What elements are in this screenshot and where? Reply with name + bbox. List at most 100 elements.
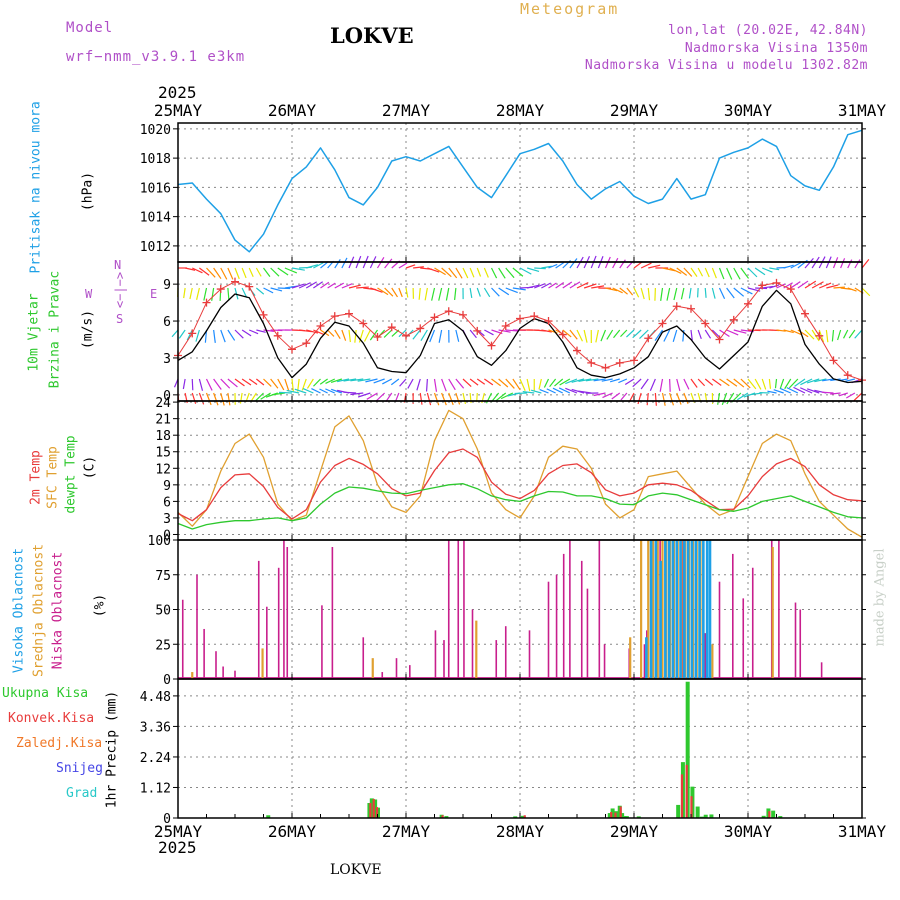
wind-arrow bbox=[861, 258, 870, 269]
wind-arrow bbox=[241, 378, 252, 386]
wind-arrow bbox=[239, 392, 243, 404]
wind-arrow bbox=[255, 392, 264, 402]
wind-arrow bbox=[433, 392, 440, 406]
precip-bar bbox=[771, 810, 776, 818]
ytick-label: 15 bbox=[155, 446, 171, 461]
wind-arrow bbox=[373, 378, 385, 384]
wind-arrow bbox=[356, 286, 369, 289]
gust-marker bbox=[758, 281, 767, 290]
wind-arrow bbox=[270, 287, 283, 292]
wind-arrow bbox=[519, 267, 532, 275]
ytick-label: 6 bbox=[163, 315, 171, 330]
wind-arrow bbox=[354, 329, 357, 343]
wind-arrow bbox=[336, 378, 350, 383]
wind-arrow bbox=[298, 282, 311, 289]
wind-arrow bbox=[297, 378, 300, 392]
gust-marker bbox=[373, 333, 382, 342]
wind-arrow bbox=[476, 287, 481, 297]
wind-arrow bbox=[272, 392, 285, 396]
wind-arrow bbox=[632, 329, 642, 339]
wind-arrow bbox=[646, 392, 649, 406]
gust-marker bbox=[330, 312, 339, 321]
wind-arrow bbox=[669, 267, 682, 274]
wind-arrow bbox=[227, 378, 238, 388]
wind-arrow bbox=[799, 387, 813, 394]
wind-arrow bbox=[534, 283, 546, 289]
wind-arrow bbox=[565, 387, 578, 394]
wind-arrow bbox=[726, 392, 735, 405]
wind-arrow bbox=[227, 287, 230, 301]
precip-ice-title: Zaledj.Kisa bbox=[16, 736, 103, 751]
wind-arrow bbox=[291, 283, 305, 289]
wind-arrow bbox=[673, 287, 678, 301]
wind-arrow bbox=[330, 388, 343, 394]
wind-arrow bbox=[270, 267, 280, 277]
wind-arrow bbox=[512, 378, 521, 391]
wind-arrow bbox=[659, 378, 664, 392]
wind-arrow bbox=[531, 389, 542, 394]
wind-arrow bbox=[526, 284, 540, 289]
gust-marker bbox=[231, 277, 239, 286]
wind-arrow bbox=[454, 287, 457, 301]
day-label-bottom: 28MAY bbox=[496, 822, 545, 841]
compass-n: N bbox=[114, 258, 122, 272]
wind-arrow bbox=[733, 267, 741, 280]
wind-arrow bbox=[718, 267, 725, 280]
wind-arrow bbox=[191, 392, 197, 404]
wind-arrow bbox=[762, 267, 773, 273]
precip-bar bbox=[369, 803, 372, 818]
wind-arrow bbox=[717, 392, 721, 405]
wind-arrow bbox=[840, 258, 846, 269]
gust-marker bbox=[601, 363, 610, 372]
precip-bar bbox=[690, 796, 693, 818]
wind-arrow bbox=[593, 378, 606, 382]
panel-frame bbox=[177, 400, 863, 541]
wind-arrow bbox=[445, 287, 450, 301]
wind-arrow bbox=[366, 392, 378, 400]
wind-arrow bbox=[260, 392, 271, 400]
wind-arrow bbox=[790, 281, 801, 289]
wind-arrow bbox=[822, 378, 834, 382]
day-label-top: 29MAY bbox=[610, 101, 659, 120]
wind-arrow bbox=[213, 267, 222, 280]
wind-arrow bbox=[341, 257, 348, 269]
wind-arrow bbox=[718, 287, 726, 300]
ytick-label: 3.36 bbox=[140, 720, 171, 735]
wind-arrow bbox=[205, 392, 212, 406]
wind-arrow bbox=[433, 378, 438, 392]
wind-arrow bbox=[853, 392, 863, 401]
wind-arrow bbox=[666, 287, 671, 301]
wind-arrow bbox=[325, 378, 336, 384]
day-label-top: 25MAY bbox=[154, 101, 203, 120]
ytick-label: 0 bbox=[163, 528, 171, 543]
wind-arrow bbox=[306, 264, 319, 269]
wind-arrow bbox=[407, 378, 414, 389]
wind-arrow bbox=[369, 329, 378, 341]
wind-arrow bbox=[211, 287, 215, 301]
wind-arrow bbox=[294, 388, 307, 394]
wind-arrow bbox=[370, 287, 383, 293]
ytick-label: 1014 bbox=[140, 211, 171, 226]
wind-arrow bbox=[469, 329, 477, 339]
wind-arrow bbox=[649, 378, 656, 392]
wind-arrow bbox=[382, 378, 393, 385]
day-label-top: 26MAY bbox=[268, 101, 317, 120]
wind-arrow bbox=[624, 378, 635, 386]
precip-bar bbox=[372, 798, 375, 818]
wind-arrow bbox=[569, 258, 578, 269]
wind-arrow bbox=[249, 329, 259, 335]
wind-arrow bbox=[270, 378, 279, 389]
wind-arrow bbox=[854, 259, 861, 269]
wind-arrow bbox=[611, 392, 621, 400]
ytick-label: 12 bbox=[155, 462, 171, 477]
gust-marker bbox=[444, 307, 453, 316]
wind-arrow bbox=[519, 378, 526, 392]
wind-arrow bbox=[514, 392, 528, 395]
wind-arrow bbox=[583, 283, 597, 289]
wind-arrow bbox=[612, 287, 623, 294]
wind-arrow bbox=[562, 329, 572, 338]
wind-arrow bbox=[495, 392, 507, 402]
wind-arrow bbox=[234, 378, 245, 387]
wind-arrow bbox=[455, 329, 460, 342]
ytick-label: 50 bbox=[155, 604, 171, 619]
